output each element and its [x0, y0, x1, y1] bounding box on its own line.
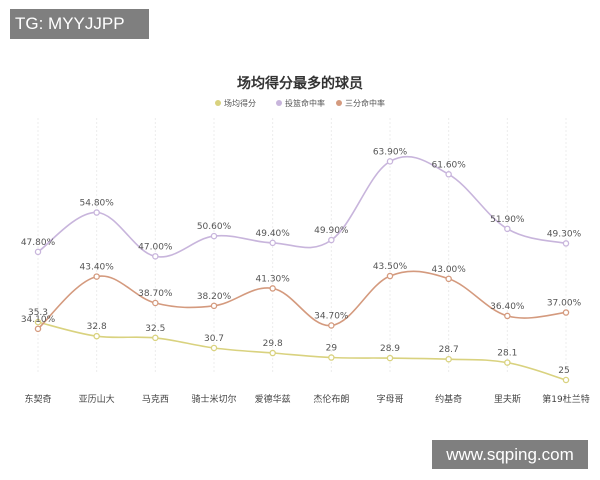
data-point-0-0	[34, 318, 42, 326]
data-label-2-0: 34.10%	[21, 315, 56, 325]
data-label-0-5: 29	[326, 344, 338, 354]
chart-points	[34, 158, 570, 384]
data-label-2-6: 43.50%	[373, 262, 408, 272]
data-label-2-5: 34.70%	[314, 311, 349, 321]
data-label-1-3: 50.60%	[197, 222, 232, 232]
legend-marker-1	[276, 100, 282, 106]
data-label-0-8: 28.1	[497, 349, 517, 359]
data-point-0-6	[386, 354, 394, 362]
data-point-1-1	[93, 209, 100, 216]
data-point-2-3	[210, 302, 218, 310]
data-label-1-8: 51.90%	[490, 215, 525, 225]
data-label-1-1: 54.80%	[80, 199, 115, 209]
data-label-2-7: 43.00%	[432, 265, 467, 275]
legend-marker-0	[215, 100, 221, 106]
x-tick-label-4: 爱德华兹	[255, 393, 291, 405]
chart-title: 场均得分最多的球员	[237, 75, 363, 92]
series-line-1	[37, 155, 567, 258]
data-point-2-2	[152, 299, 159, 307]
data-label-1-5: 49.90%	[314, 226, 349, 236]
x-tick-label-9: 第19杜兰特	[542, 393, 589, 405]
data-point-0-9	[562, 376, 570, 384]
data-point-0-5	[328, 354, 335, 361]
series-line-2	[37, 270, 567, 330]
data-point-1-8	[504, 225, 511, 233]
chart-grid	[37, 118, 567, 372]
data-label-1-9: 49.30%	[547, 229, 582, 239]
data-point-1-6	[386, 158, 394, 165]
data-point-1-3	[210, 232, 218, 240]
data-point-1-4	[269, 239, 276, 247]
x-tick-label-1: 亚历山大	[79, 393, 115, 405]
data-label-2-1: 43.40%	[80, 263, 115, 273]
data-label-2-2: 38.70%	[138, 289, 173, 299]
data-label-1-4: 49.40%	[256, 229, 291, 239]
data-point-1-9	[562, 240, 570, 247]
data-label-2-9: 37.00%	[547, 299, 582, 309]
x-tick-label-3: 骑士米切尔	[191, 393, 236, 405]
data-label-0-1: 32.8	[87, 322, 107, 332]
legend-marker-2	[336, 100, 342, 106]
watermark-bottom: www.sqping.com	[432, 440, 588, 469]
data-label-2-8: 36.40%	[490, 302, 525, 312]
x-tick-label-2: 马克西	[142, 394, 169, 405]
data-label-0-0: 35.3	[28, 308, 48, 318]
chart-data-labels: 35.3 32.8 32.5 30.7 29.8 29 28.9 28.7 28.1 25 47.8…	[21, 147, 582, 376]
data-point-0-7	[445, 355, 452, 363]
watermark-top: TG: MYYJJPP	[10, 9, 149, 39]
chart-legend: 场均得分 投篮命中率 三分命中率	[215, 98, 385, 108]
data-label-2-4: 41.30%	[256, 274, 291, 284]
data-point-0-4	[269, 349, 276, 357]
series-line-0	[37, 321, 567, 381]
data-point-2-4	[269, 285, 276, 292]
legend-label-0: 场均得分	[224, 98, 256, 108]
x-tick-label-0: 东契奇	[24, 393, 51, 405]
data-label-0-6: 28.9	[380, 344, 400, 354]
data-label-1-0: 47.80%	[21, 238, 56, 248]
data-point-2-1	[93, 273, 100, 280]
data-point-1-7	[445, 171, 452, 178]
x-tick-label-5: 杰伦布朗	[313, 393, 349, 405]
data-point-1-2	[152, 253, 159, 260]
data-point-2-7	[445, 275, 452, 283]
data-label-0-2: 32.5	[145, 324, 165, 334]
legend-label-2: 三分命中率	[345, 98, 385, 108]
legend-label-1: 投篮命中率	[285, 98, 325, 108]
data-label-1-6: 63.90%	[373, 147, 408, 157]
data-point-0-2	[152, 334, 159, 342]
data-point-1-5	[328, 236, 335, 244]
x-tick-label-6: 字母哥	[376, 393, 403, 405]
data-label-0-9: 25	[558, 366, 569, 376]
data-point-2-5	[328, 322, 335, 329]
x-tick-label-7: 约基奇	[435, 393, 462, 405]
data-label-0-4: 29.8	[263, 339, 283, 349]
data-point-2-6	[386, 272, 394, 280]
data-label-0-3: 30.7	[204, 334, 224, 344]
data-label-2-3: 38.20%	[197, 292, 232, 302]
data-point-2-0	[34, 325, 42, 333]
chart-series-lines	[37, 155, 567, 381]
data-point-0-1	[93, 332, 100, 340]
data-label-1-2: 47.00%	[138, 242, 173, 252]
data-point-0-8	[504, 359, 511, 366]
x-axis-ticks: 东契奇 亚历山大 马克西 骑士米切尔 爱德华兹 杰伦布朗 字母哥 约基奇 里夫斯 第19杜兰特	[24, 393, 589, 405]
data-point-2-8	[504, 312, 511, 320]
data-point-0-3	[210, 344, 218, 352]
data-point-2-9	[562, 309, 570, 316]
data-label-1-7: 61.60%	[432, 160, 467, 170]
data-point-1-0	[34, 248, 42, 256]
x-tick-label-8: 里夫斯	[494, 393, 521, 405]
data-label-0-7: 28.7	[439, 345, 459, 355]
